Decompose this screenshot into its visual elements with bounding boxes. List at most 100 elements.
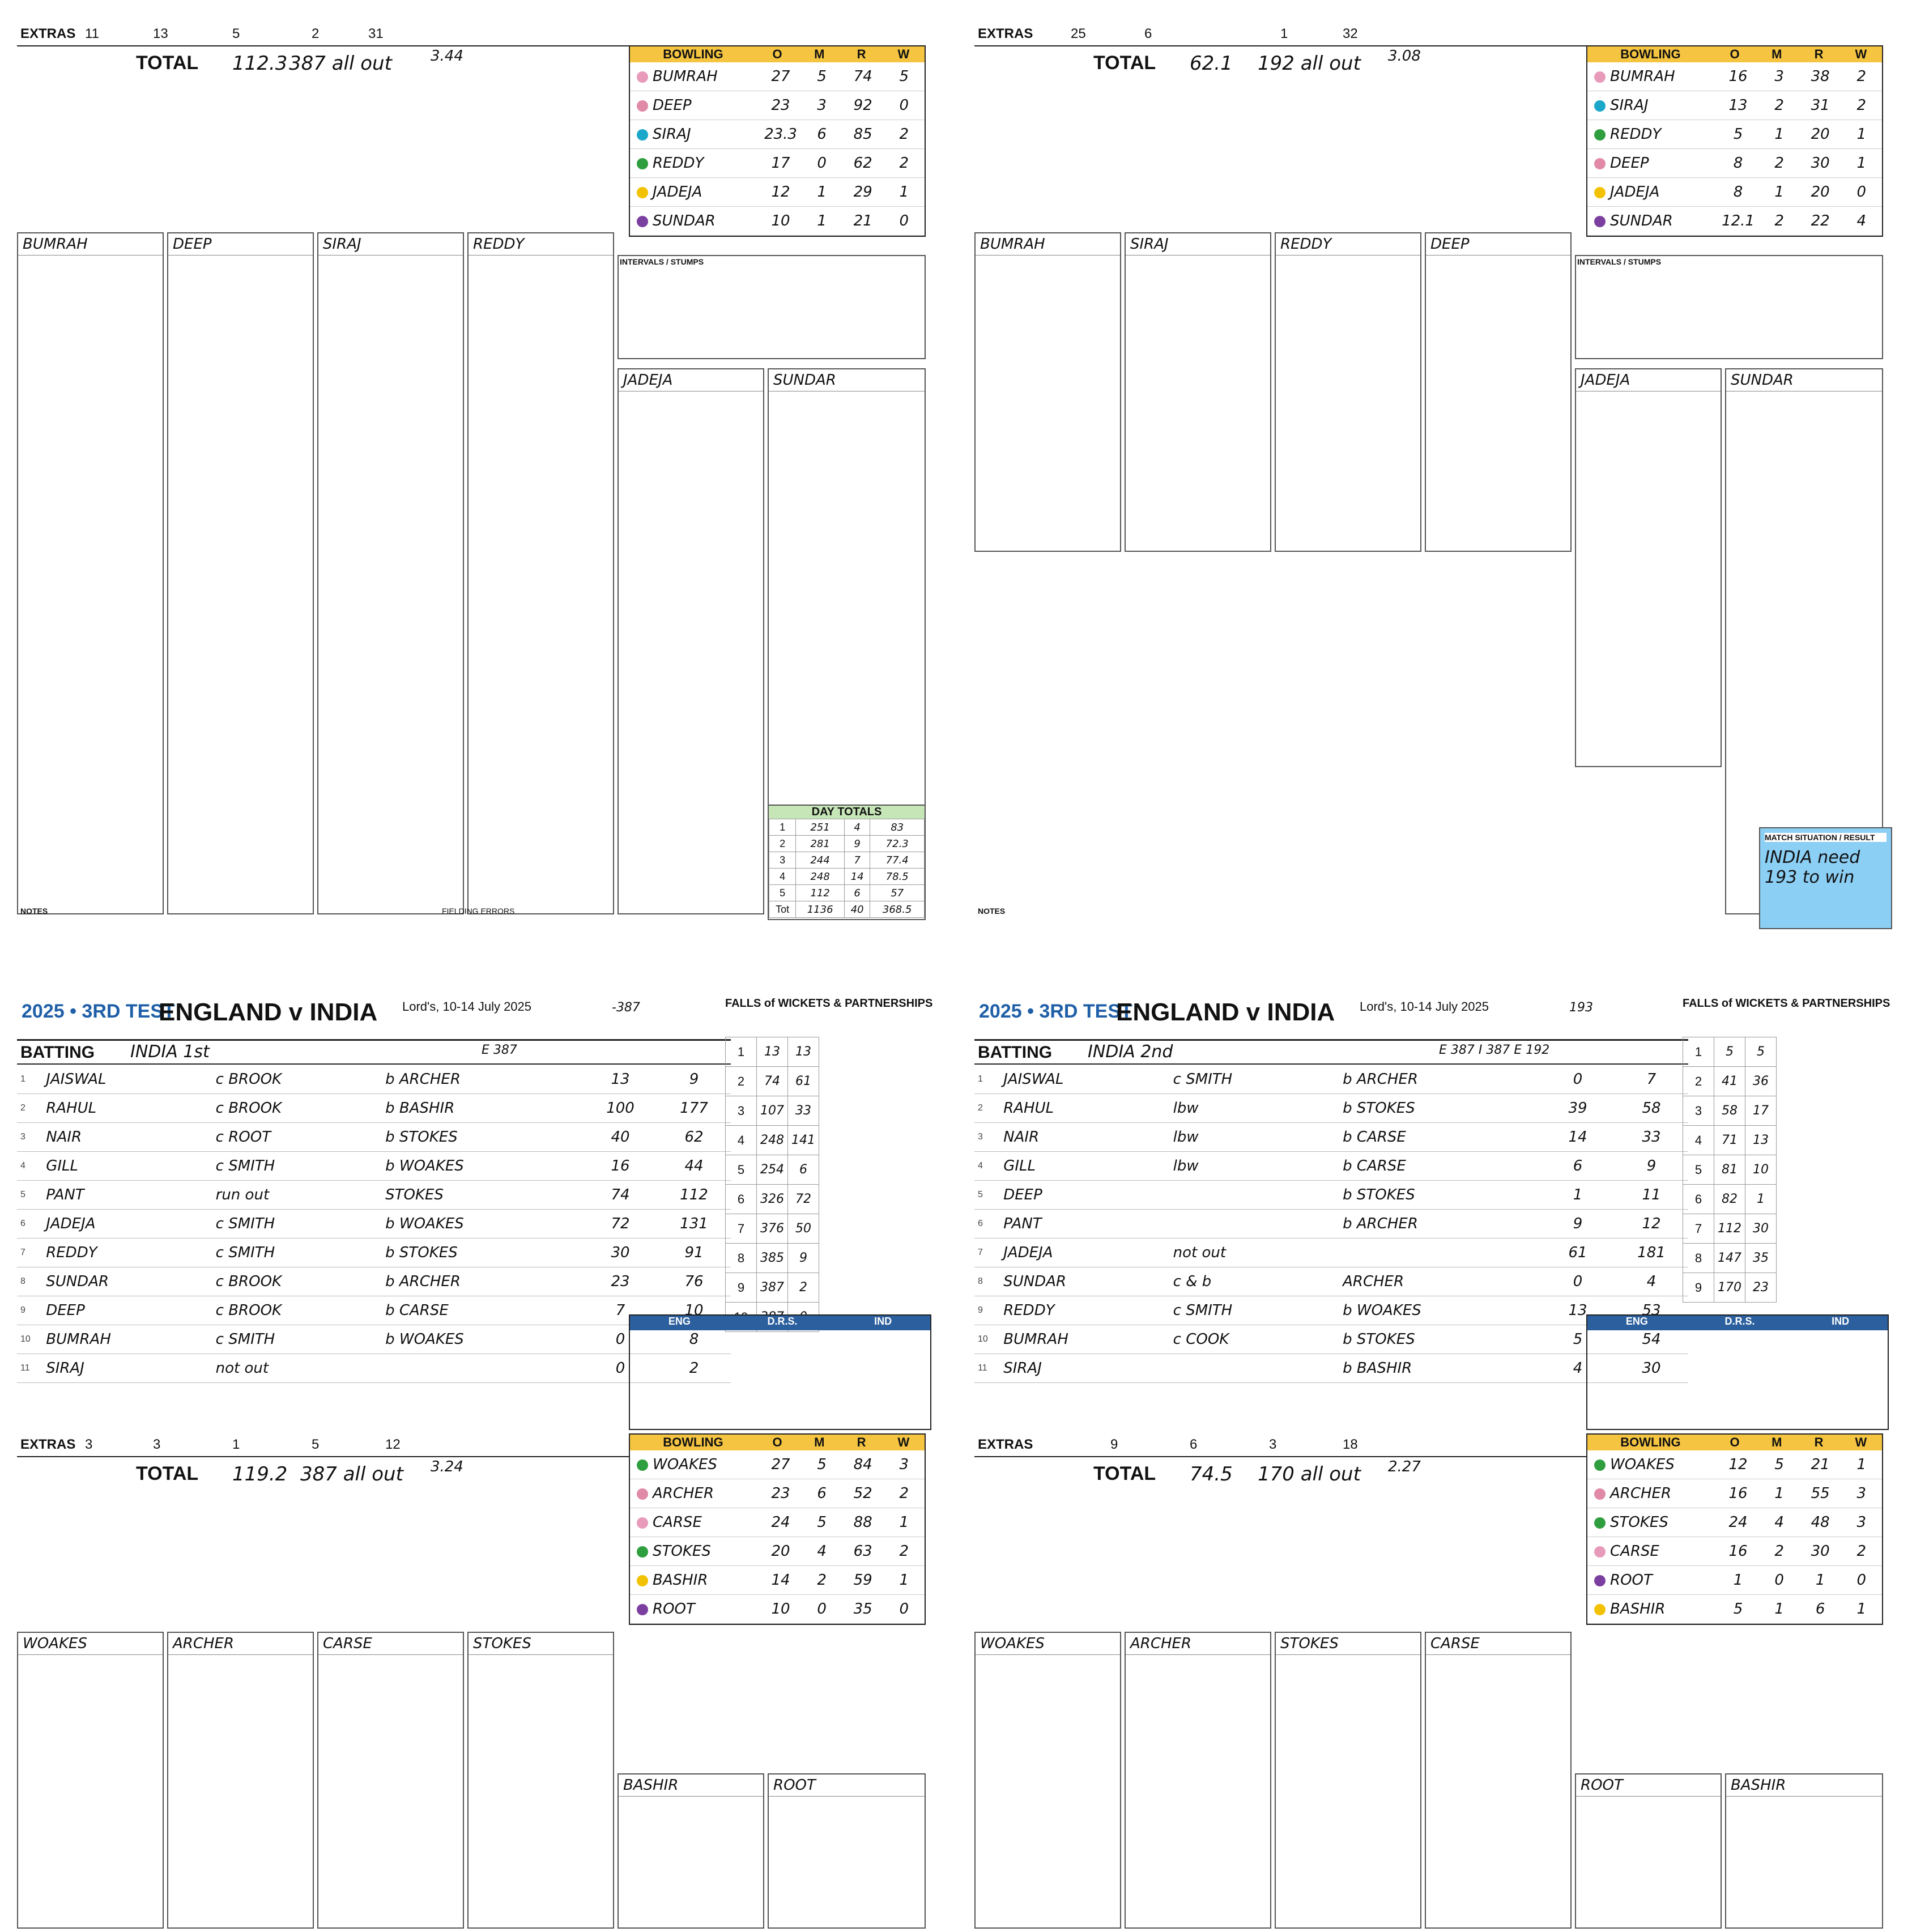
bowler-color-dot [1594, 1574, 1606, 1586]
bowling-r: 92 [853, 97, 872, 114]
batter-n: 8 [974, 1267, 1000, 1296]
fow-row: 6 326 72 [725, 1184, 819, 1214]
fow-score: 112 [1714, 1214, 1745, 1244]
fow-wicket: 2 [1683, 1066, 1714, 1096]
bowler-color-dot [1594, 1603, 1606, 1615]
batter-name: JADEJA [1000, 1238, 1170, 1267]
batter-n: 1 [974, 1065, 1000, 1094]
fow-partnership: 50 [787, 1214, 819, 1244]
bowling-w: 1 [899, 1514, 909, 1531]
day-overs: 72.3 [870, 835, 925, 852]
day-day: 2 [768, 835, 797, 852]
bowler-name: WOAKES [1587, 1456, 1718, 1473]
bowling-o: 1 [1733, 1572, 1743, 1589]
fow-score: 13 [756, 1037, 788, 1067]
batter-bow [1339, 1238, 1541, 1267]
day-overs: 83 [870, 819, 925, 836]
day-overs: 57 [870, 884, 925, 901]
bowler-name: STOKES [630, 1543, 760, 1560]
bowling-row: STOKES 20 4 63 2 [630, 1537, 925, 1566]
extras-total: 31 [368, 26, 384, 41]
batter-b: 58 [1615, 1093, 1688, 1123]
bowling-row: SIRAJ 23.3 6 85 2 [630, 120, 925, 149]
bowling-o: 5 [1733, 1601, 1743, 1618]
fow-score: 170 [1714, 1273, 1745, 1303]
bowling-r: 74 [853, 68, 872, 85]
bowling-r: 21 [853, 212, 872, 229]
batting-title: BATTING INDIA 1st E 387 [17, 1039, 731, 1065]
bowling-row: SIRAJ 13 2 31 2 [1587, 91, 1882, 120]
batter-how: not out [1169, 1238, 1340, 1267]
scorecard-header: 2025 • 3RD TEST ENGLAND v INDIA Lord's, … [22, 998, 640, 1026]
batter-name: SIRAJ [42, 1354, 212, 1383]
batter-b: 4 [1615, 1267, 1688, 1296]
bowling-r: 85 [853, 126, 872, 143]
fow-partnership: 9 [787, 1243, 819, 1273]
bowling-r: 20 [1811, 184, 1830, 201]
bowling-w: 2 [899, 1543, 909, 1560]
batter-how: lbw [1169, 1093, 1340, 1123]
batter-bow: ARCHER [1339, 1267, 1541, 1296]
bowling-m: 4 [817, 1543, 827, 1560]
batter-how: not out [212, 1354, 382, 1383]
batter-how: c BROOK [212, 1065, 382, 1094]
bowling-r: 22 [1811, 212, 1830, 229]
day-totals: DAY TOTALS 1 251 4 83 2 281 9 72.3 3 244 7 77.4 4 248… [768, 805, 926, 920]
batter-n: 9 [17, 1296, 43, 1325]
batter-b: 44 [657, 1151, 731, 1181]
batting-row: 10 BUMRAH c SMITH b WOAKES 0 8 [17, 1325, 731, 1354]
batting-row: 11 SIRAJ b BASHIR 4 30 [974, 1354, 1688, 1383]
fow-wicket: 1 [725, 1037, 757, 1067]
bowler-name: WOAKES [630, 1456, 760, 1473]
bowler-color-dot [637, 1546, 648, 1557]
bowling-m: 5 [1774, 1456, 1784, 1473]
fow-score: 248 [756, 1125, 788, 1155]
batter-r: 0 [1541, 1267, 1615, 1296]
fow-score: 376 [756, 1214, 788, 1244]
batter-b: 11 [1615, 1180, 1688, 1210]
bowling-row: JADEJA 12 1 29 1 [630, 178, 925, 207]
day-total-row: 4 248 14 78.5 [768, 868, 925, 885]
bowling-m: 0 [817, 155, 827, 172]
fow-partnership: 36 [1745, 1066, 1777, 1096]
bowling-row: JADEJA 8 1 20 0 [1587, 178, 1882, 207]
bowling-r: 38 [1811, 68, 1830, 85]
day-total-row: 2 281 9 72.3 [768, 835, 925, 852]
fow-partnership: 30 [1745, 1214, 1777, 1244]
batter-name: JADEJA [42, 1209, 212, 1239]
bowler-color-dot [637, 1517, 648, 1529]
bowler-color-dot [637, 129, 648, 141]
batter-b: 91 [657, 1238, 731, 1267]
bowling-r: 88 [853, 1514, 872, 1531]
fow-wicket: 6 [725, 1184, 757, 1214]
fow-partnership: 61 [787, 1066, 819, 1096]
fow-score: 254 [756, 1155, 788, 1185]
batter-bow: b CARSE [382, 1296, 584, 1325]
total-row: TOTAL 112.3 387 all out 3.44 [136, 48, 463, 75]
batter-r: 72 [584, 1209, 657, 1239]
batter-r: 0 [584, 1354, 657, 1383]
bowler-color-dot [1594, 158, 1606, 169]
batter-name: JAISWAL [1000, 1065, 1170, 1094]
bowling-w: 4 [1856, 212, 1867, 229]
bowler-name: JADEJA [630, 184, 760, 201]
bowling-w: 0 [899, 97, 909, 114]
india-2nd-batting-sheet: 2025 • 3RD TEST ENGLAND v INDIA Lord's, … [974, 997, 1909, 1932]
day-day: 5 [768, 884, 797, 901]
fow-partnership: 13 [1745, 1125, 1777, 1155]
eng-2nd-bowling-sheet: EXTRAS 25 6 1 32 TOTAL 62.1 192 all out … [974, 23, 1909, 958]
bowling-row: ARCHER 16 1 55 3 [1587, 1479, 1882, 1508]
bowling-w: 1 [899, 1572, 909, 1589]
fow-partnership: 2 [787, 1273, 819, 1303]
bowling-row: DEEP 8 2 30 1 [1587, 149, 1882, 178]
bowling-row: REDDY 5 1 20 1 [1587, 120, 1882, 149]
bowling-w: 3 [1856, 1514, 1867, 1531]
bowler-name: BASHIR [630, 1572, 760, 1589]
bowling-section: EXTRAS 3 3 1 5 12 TOTAL 119.2 387 all ou… [17, 1433, 926, 1932]
batter-bow: b STOKES [1339, 1325, 1541, 1354]
batter-how: c COOK [1169, 1325, 1340, 1354]
bowler-color-dot [1594, 186, 1606, 198]
bowler-name: ARCHER [630, 1485, 760, 1502]
bowling-m: 5 [817, 68, 827, 85]
fow-wicket: 2 [725, 1066, 757, 1096]
